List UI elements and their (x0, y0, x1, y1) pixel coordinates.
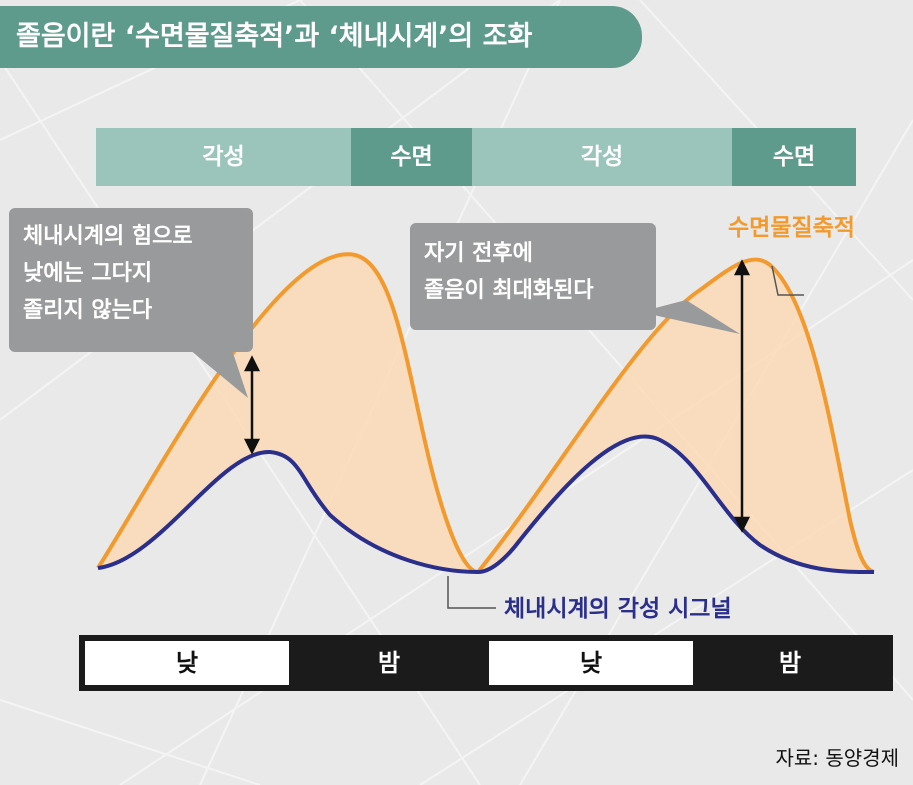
callout-left-pointer (190, 350, 248, 398)
sleep-substance-curve (96, 252, 875, 575)
callout-right-pointer (640, 300, 740, 334)
body-clock-leader (447, 576, 496, 609)
source-note: 자료: 동양경제 (775, 746, 900, 770)
callout-left: 체내시계의 힘으로 낮에는 그다지 졸리지 않는다 (9, 208, 253, 352)
day-night-bar: 낮 밤 낮 밤 (79, 635, 893, 691)
callout-right-line-1: 자기 전후에 (424, 241, 533, 266)
body-clock-label: 체내시계의 각성 시그널 (504, 596, 732, 622)
state-wake-1: 각성 (96, 128, 351, 186)
night-segment-2: 밤 (693, 641, 887, 685)
sleep-substance-label: 수면물질축적 (728, 215, 855, 241)
day-segment-2: 낮 (489, 641, 693, 685)
gap-arrow-right (733, 259, 751, 533)
gap-arrow-left (243, 355, 261, 455)
sleep-substance-leader (771, 265, 804, 296)
callout-left-line-3: 졸리지 않는다 (23, 298, 153, 323)
callout-right: 자기 전후에 졸음이 최대화된다 (410, 223, 656, 330)
state-sleep-1: 수면 (351, 128, 472, 186)
gap-fill-area (98, 254, 874, 572)
night-segment-1: 밤 (289, 641, 489, 685)
page-title: 졸음이란 ‘수면물질축적’과 ‘체내시계’의 조화 (0, 6, 642, 68)
day-segment-1: 낮 (85, 641, 289, 685)
state-wake-2: 각성 (472, 128, 732, 186)
state-sleep-2: 수면 (732, 128, 856, 186)
callout-left-line-1: 체내시계의 힘으로 (23, 224, 193, 249)
sleep-wake-state-bar: 각성 수면 각성 수면 (96, 128, 856, 186)
callout-left-line-2: 낮에는 그다지 (23, 261, 153, 286)
callout-right-line-2: 졸음이 최대화된다 (424, 278, 594, 303)
